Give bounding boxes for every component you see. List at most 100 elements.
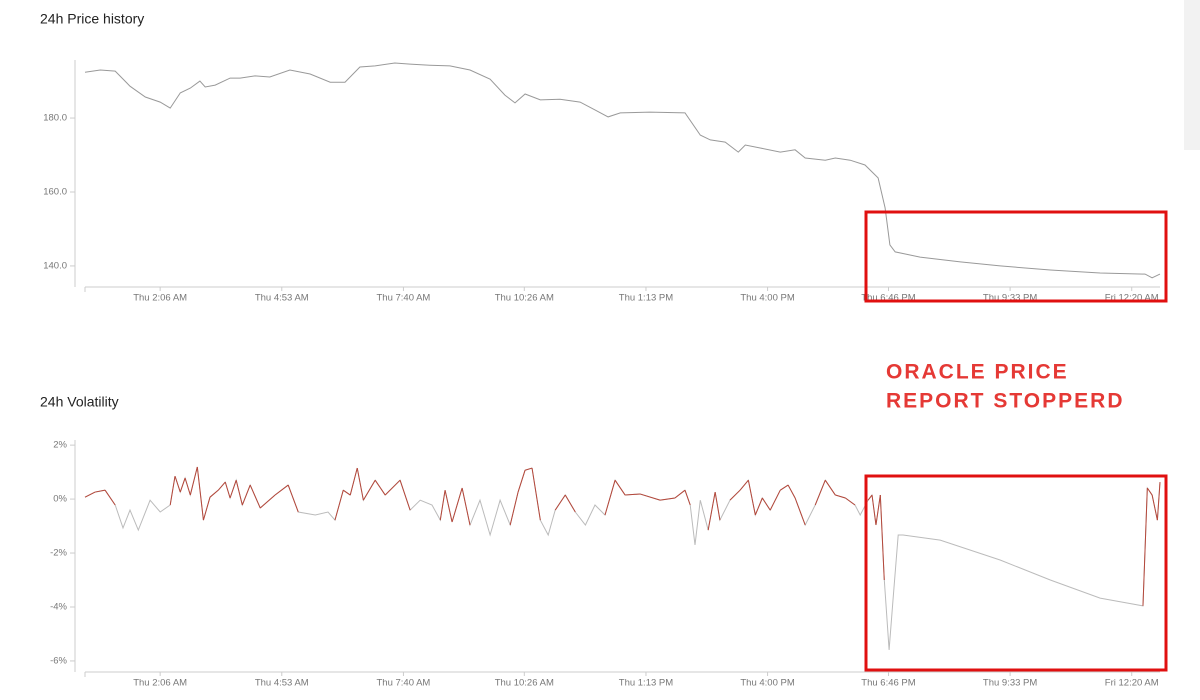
- line-highlight: [439, 490, 446, 521]
- highlight-box: [864, 474, 1168, 672]
- x-tick-label: Thu 1:13 PM: [619, 293, 673, 304]
- line-highlight: [564, 494, 576, 513]
- line-highlight: [356, 467, 364, 501]
- line-highlight: [787, 484, 796, 499]
- line-highlight: [104, 489, 116, 506]
- line-highlight: [660, 497, 676, 501]
- line-highlight: [879, 495, 885, 581]
- line-highlight: [1156, 482, 1161, 521]
- line-highlight: [189, 466, 198, 496]
- line-highlight: [374, 479, 386, 496]
- line-highlight: [1146, 487, 1153, 496]
- line: [84, 62, 1161, 279]
- line-highlight: [399, 480, 411, 511]
- line-highlight: [287, 484, 299, 513]
- line-highlight: [184, 477, 191, 496]
- line-highlight: [794, 497, 806, 526]
- y-tick-label: 160.0: [43, 187, 67, 198]
- line-highlight: [174, 475, 181, 493]
- line-highlight: [761, 497, 771, 511]
- line-highlight: [241, 484, 251, 506]
- line-highlight: [384, 479, 401, 496]
- line-highlight: [259, 494, 276, 509]
- line-highlight: [531, 467, 541, 521]
- line-highlight: [604, 480, 616, 516]
- line-highlight: [729, 489, 741, 501]
- x-tick-label: Thu 10:26 AM: [495, 678, 554, 689]
- line-highlight: [461, 487, 471, 526]
- chart-title: 24h Price history: [40, 11, 144, 27]
- line-highlight: [707, 491, 716, 531]
- x-tick-label: Thu 4:00 PM: [740, 678, 794, 689]
- line-highlight: [747, 480, 756, 516]
- x-tick-label: Thu 9:33 PM: [983, 293, 1037, 304]
- x-tick-label: Thu 2:06 AM: [133, 678, 187, 689]
- x-tick-label: Thu 1:13 PM: [619, 678, 673, 689]
- y-tick-label: -4%: [50, 602, 67, 613]
- line-highlight: [274, 484, 289, 496]
- line-highlight: [554, 494, 566, 511]
- line-highlight: [1151, 494, 1158, 521]
- line-highlight: [754, 497, 763, 516]
- line-highlight: [169, 476, 176, 506]
- line-highlight: [509, 491, 519, 526]
- scroll-strip: [1184, 0, 1200, 150]
- line-highlight: [362, 479, 376, 501]
- x-tick-label: Thu 7:40 AM: [376, 293, 430, 304]
- line-highlight: [196, 466, 204, 521]
- line-highlight: [684, 490, 691, 506]
- chart-title: 24h Volatility: [40, 394, 119, 410]
- annotation: ORACLE PRICE: [886, 361, 1069, 384]
- x-tick-label: Fri 12:20 AM: [1105, 293, 1159, 304]
- line-highlight: [235, 480, 243, 506]
- y-tick-label: 180.0: [43, 113, 67, 124]
- line-highlight: [867, 494, 873, 501]
- line-highlight: [94, 489, 106, 493]
- x-tick-label: Thu 6:46 PM: [861, 293, 915, 304]
- y-tick-label: 2%: [53, 440, 67, 451]
- line-highlight: [769, 489, 781, 511]
- line-highlight: [209, 489, 219, 498]
- x-tick-label: Thu 2:06 AM: [133, 293, 187, 304]
- y-tick-label: -2%: [50, 548, 67, 559]
- x-tick-label: Thu 6:46 PM: [861, 678, 915, 689]
- line-highlight: [224, 481, 231, 499]
- line-highlight: [451, 487, 463, 523]
- line-highlight: [875, 494, 881, 526]
- x-tick-label: Thu 4:53 AM: [255, 293, 309, 304]
- y-tick-label: -6%: [50, 655, 67, 666]
- line-highlight: [84, 491, 96, 498]
- annotation: REPORT STOPPERD: [886, 390, 1124, 413]
- line-highlight: [444, 490, 453, 523]
- line-highlight: [614, 479, 626, 496]
- line-highlight: [342, 489, 351, 496]
- line-highlight: [249, 484, 261, 509]
- line-highlight: [229, 480, 237, 499]
- line-highlight: [1142, 488, 1148, 606]
- line-highlight: [871, 494, 877, 526]
- line-highlight: [625, 493, 641, 496]
- line-highlight: [179, 477, 186, 493]
- highlight-box: [864, 210, 1168, 303]
- x-tick-label: Thu 4:53 AM: [255, 678, 309, 689]
- y-tick-label: 140.0: [43, 260, 67, 271]
- line-highlight: [845, 497, 856, 506]
- line-highlight: [524, 467, 533, 471]
- x-tick-label: Thu 4:00 PM: [740, 293, 794, 304]
- line-highlight: [674, 489, 686, 499]
- x-tick-label: Thu 7:40 AM: [376, 678, 430, 689]
- line-highlight: [824, 479, 836, 496]
- line-highlight: [639, 493, 661, 501]
- line-highlight: [714, 491, 721, 521]
- line-highlight: [217, 481, 226, 491]
- line-highlight: [517, 470, 526, 493]
- line-highlight: [202, 497, 211, 521]
- y-tick-label: 0%: [53, 494, 67, 505]
- line-highlight: [739, 479, 749, 491]
- line-highlight: [349, 467, 358, 496]
- line-highlight: [779, 484, 789, 491]
- line-highlight: [334, 490, 344, 521]
- x-tick-label: Thu 10:26 AM: [495, 293, 554, 304]
- line-highlight: [814, 480, 826, 506]
